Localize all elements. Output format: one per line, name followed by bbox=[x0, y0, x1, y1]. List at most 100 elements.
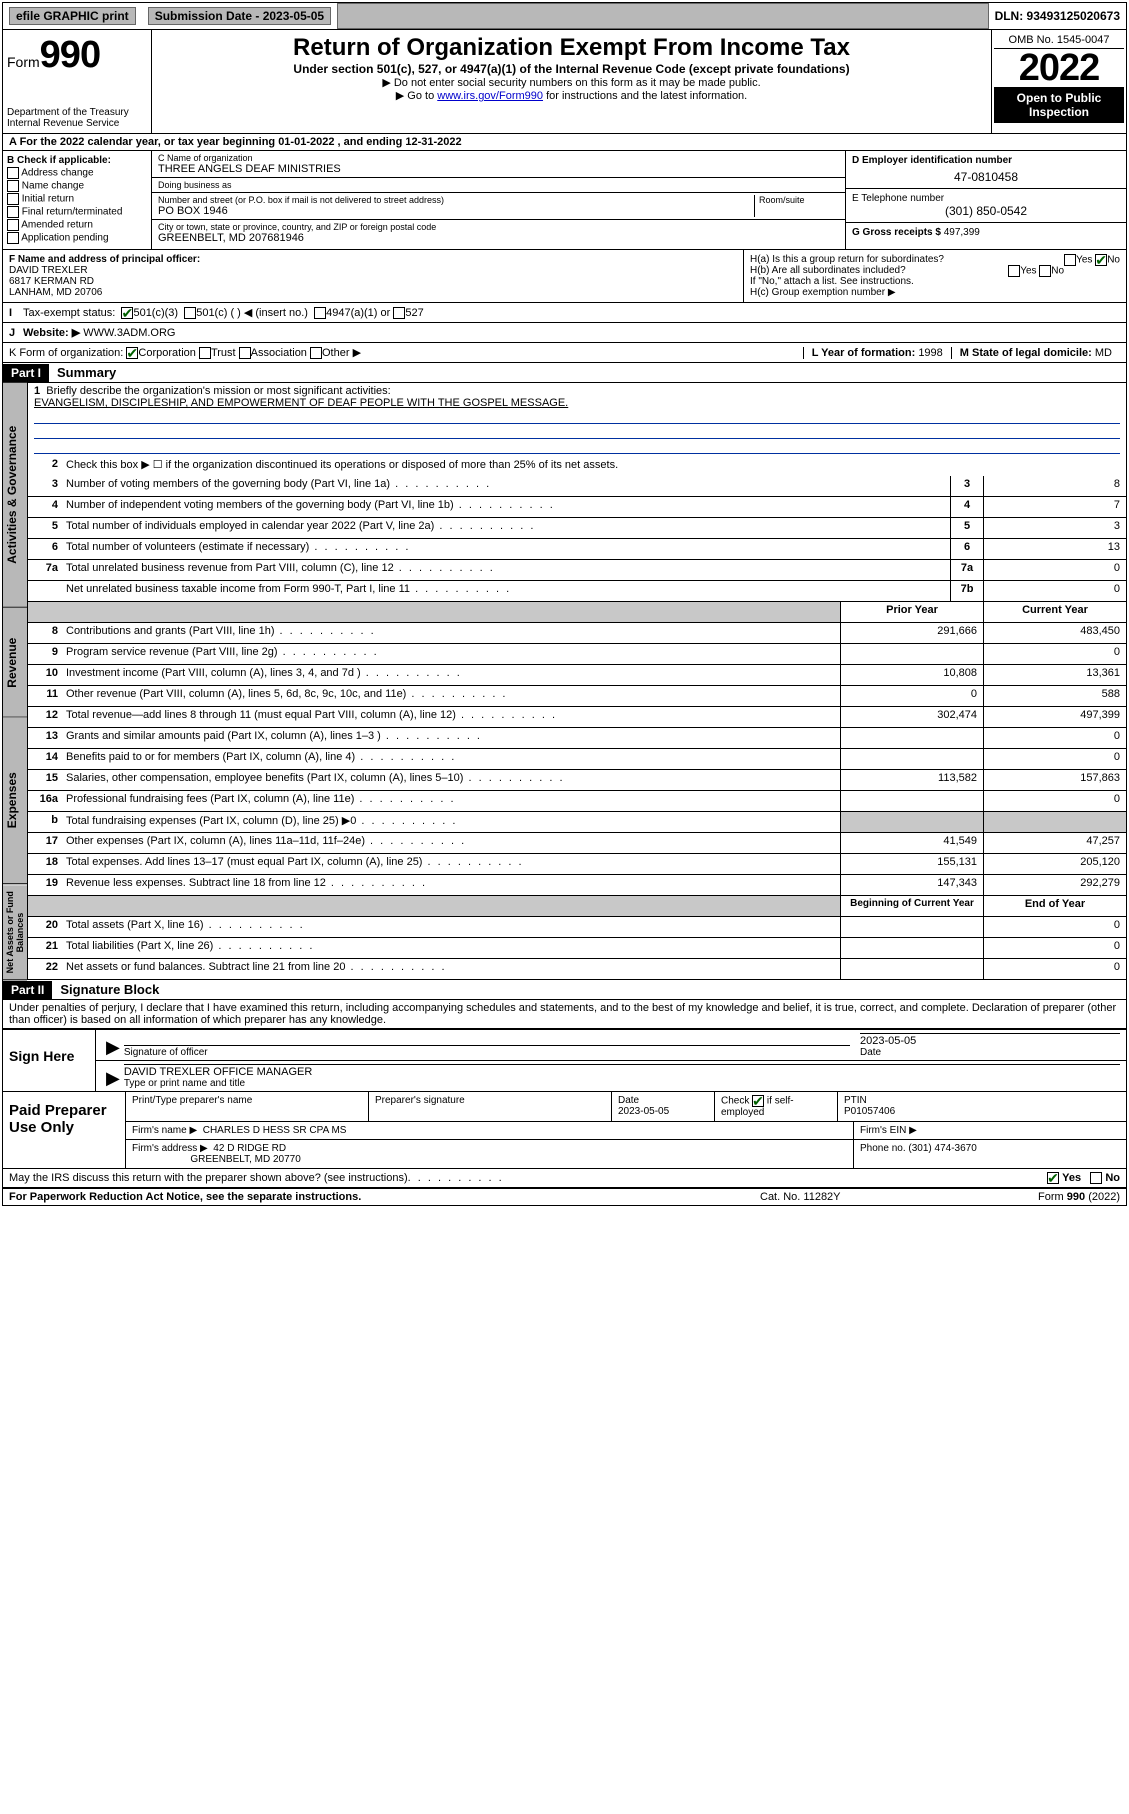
paperwork-notice: For Paperwork Reduction Act Notice, see … bbox=[9, 1191, 760, 1203]
firm-ein-label: Firm's EIN ▶ bbox=[854, 1122, 1126, 1139]
chk-initial[interactable] bbox=[7, 193, 19, 205]
officer-addr1: 6817 KERMAN RD bbox=[9, 276, 94, 287]
form-subtitle: Under section 501(c), 527, or 4947(a)(1)… bbox=[160, 62, 983, 76]
chk-527[interactable] bbox=[393, 307, 405, 319]
hc-label: H(c) Group exemption number ▶ bbox=[750, 287, 1120, 298]
chk-amended[interactable] bbox=[7, 219, 19, 231]
header-left: Form990 Department of the Treasury Inter… bbox=[3, 30, 152, 133]
chk-address[interactable] bbox=[7, 167, 19, 179]
part2-tag: Part II bbox=[3, 981, 52, 999]
topbar-spacer bbox=[337, 3, 988, 29]
header-right: OMB No. 1545-0047 2022 Open to Public In… bbox=[991, 30, 1126, 133]
top-bar: efile GRAPHIC print Submission Date - 20… bbox=[3, 3, 1126, 30]
part1-tag: Part I bbox=[3, 364, 49, 382]
section-fh: F Name and address of principal officer:… bbox=[3, 250, 1126, 303]
sign-here-block: Sign Here ▶ Signature of officer 2023-05… bbox=[3, 1029, 1126, 1092]
tax-year: 2022 bbox=[994, 49, 1124, 87]
form-note1: ▶ Do not enter social security numbers o… bbox=[160, 76, 983, 89]
efile-button[interactable]: efile GRAPHIC print bbox=[9, 7, 136, 25]
officer-addr2: LANHAM, MD 20706 bbox=[9, 287, 102, 298]
box-b-label: B Check if applicable: bbox=[7, 155, 147, 166]
chk-assoc[interactable] bbox=[239, 347, 251, 359]
vtab-revenue: Revenue bbox=[3, 608, 27, 718]
chk-self-employed[interactable] bbox=[752, 1095, 764, 1107]
firm-addr1: 42 D RIDGE RD bbox=[213, 1143, 286, 1154]
summary-line: 19Revenue less expenses. Subtract line 1… bbox=[28, 875, 1126, 896]
city-value: GREENBELT, MD 207681946 bbox=[158, 232, 839, 244]
org-name: THREE ANGELS DEAF MINISTRIES bbox=[158, 163, 839, 175]
may-yes[interactable] bbox=[1047, 1172, 1059, 1184]
na-header: Beginning of Current Year End of Year bbox=[28, 896, 1126, 917]
part2-title: Signature Block bbox=[52, 980, 167, 999]
chk-name[interactable] bbox=[7, 180, 19, 192]
may-irs-row: May the IRS discuss this return with the… bbox=[3, 1169, 1126, 1188]
state-domicile: MD bbox=[1095, 347, 1112, 359]
chk-trust[interactable] bbox=[199, 347, 211, 359]
summary-line: 15Salaries, other compensation, employee… bbox=[28, 770, 1126, 791]
chk-pending[interactable] bbox=[7, 232, 19, 244]
dept-label: Department of the Treasury bbox=[7, 107, 147, 118]
room-label: Room/suite bbox=[759, 195, 839, 205]
chk-corp[interactable] bbox=[126, 347, 138, 359]
mission-text: EVANGELISM, DISCIPLESHIP, AND EMPOWERMEN… bbox=[34, 397, 568, 409]
form-number: 990 bbox=[40, 34, 100, 76]
header-row: Form990 Department of the Treasury Inter… bbox=[3, 30, 1126, 134]
ha-no[interactable] bbox=[1095, 254, 1107, 266]
firm-name: CHARLES D HESS SR CPA MS bbox=[203, 1125, 347, 1136]
summary-line: bTotal fundraising expenses (Part IX, co… bbox=[28, 812, 1126, 833]
name-label: C Name of organization bbox=[158, 153, 839, 163]
box-b: B Check if applicable: Address change Na… bbox=[3, 151, 152, 249]
box-f: F Name and address of principal officer:… bbox=[3, 250, 744, 302]
chk-other[interactable] bbox=[310, 347, 322, 359]
gross-value: 497,399 bbox=[944, 227, 980, 238]
website-value: WWW.3ADM.ORG bbox=[83, 327, 175, 339]
chk-final[interactable] bbox=[7, 206, 19, 218]
row-j: J Website: ▶ WWW.3ADM.ORG bbox=[3, 323, 1126, 343]
box-h: H(a) Is this a group return for subordin… bbox=[744, 250, 1126, 302]
arrow-icon: ▶ bbox=[102, 1068, 124, 1089]
declaration: Under penalties of perjury, I declare th… bbox=[3, 1000, 1126, 1029]
vtab-column: Activities & Governance Revenue Expenses… bbox=[3, 383, 28, 980]
prep-name-hdr: Print/Type preparer's name bbox=[126, 1092, 369, 1121]
prep-date: 2023-05-05 bbox=[618, 1106, 669, 1117]
part2-header: Part II Signature Block bbox=[3, 980, 1126, 1000]
dba-label: Doing business as bbox=[158, 180, 839, 190]
summary-line: 3Number of voting members of the governi… bbox=[28, 476, 1126, 497]
may-no[interactable] bbox=[1090, 1172, 1102, 1184]
summary-line: 17Other expenses (Part IX, column (A), l… bbox=[28, 833, 1126, 854]
ha-label: H(a) Is this a group return for subordin… bbox=[750, 254, 944, 265]
chk-501c[interactable] bbox=[184, 307, 196, 319]
chk-501c3[interactable] bbox=[121, 307, 133, 319]
form-title: Return of Organization Exempt From Incom… bbox=[160, 34, 983, 62]
officer-name: DAVID TREXLER bbox=[9, 265, 88, 276]
prior-year-hdr: Prior Year bbox=[840, 602, 983, 622]
signer-name-label: Type or print name and title bbox=[124, 1078, 245, 1089]
irs-link[interactable]: www.irs.gov/Form990 bbox=[437, 90, 543, 102]
hb-no[interactable] bbox=[1039, 265, 1051, 277]
summary-line: 13Grants and similar amounts paid (Part … bbox=[28, 728, 1126, 749]
ptin-value: P01057406 bbox=[844, 1106, 895, 1117]
summary-line: 5Total number of individuals employed in… bbox=[28, 518, 1126, 539]
line-1: 1 Briefly describe the organization's mi… bbox=[28, 383, 1126, 456]
ha-yes[interactable] bbox=[1064, 254, 1076, 266]
sig-date-label: Date bbox=[860, 1047, 881, 1058]
hb-yes[interactable] bbox=[1008, 265, 1020, 277]
gross-label: G Gross receipts $ bbox=[852, 227, 941, 238]
form-container: efile GRAPHIC print Submission Date - 20… bbox=[2, 2, 1127, 1206]
hb-note: If "No," attach a list. See instructions… bbox=[750, 276, 1120, 287]
paid-preparer-block: Paid Preparer Use Only Print/Type prepar… bbox=[3, 1092, 1126, 1169]
vtab-governance: Activities & Governance bbox=[3, 383, 27, 608]
summary-line: 18Total expenses. Add lines 13–17 (must … bbox=[28, 854, 1126, 875]
eoy-hdr: End of Year bbox=[983, 896, 1126, 916]
city-label: City or town, state or province, country… bbox=[158, 222, 839, 232]
summary-line: 8Contributions and grants (Part VIII, li… bbox=[28, 623, 1126, 644]
summary-line: 4Number of independent voting members of… bbox=[28, 497, 1126, 518]
chk-4947[interactable] bbox=[314, 307, 326, 319]
sig-officer-label: Signature of officer bbox=[124, 1047, 208, 1058]
summary-line: 6Total number of volunteers (estimate if… bbox=[28, 539, 1126, 560]
part1-header: Part I Summary bbox=[3, 363, 1126, 383]
prep-sig-hdr: Preparer's signature bbox=[369, 1092, 612, 1121]
ein-value: 47-0810458 bbox=[852, 166, 1120, 184]
summary-line: 10Investment income (Part VIII, column (… bbox=[28, 665, 1126, 686]
box-c: C Name of organization THREE ANGELS DEAF… bbox=[152, 151, 845, 249]
